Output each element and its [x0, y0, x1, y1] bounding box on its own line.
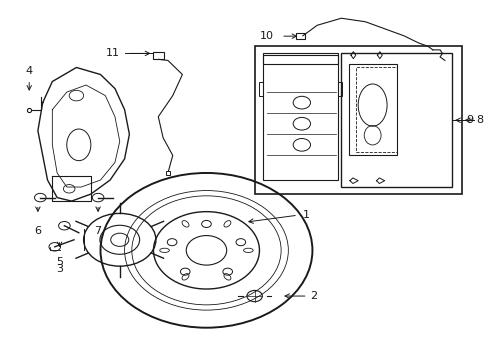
Bar [259, 81, 263, 96]
Bar [342, 53, 452, 187]
Text: 4: 4 [25, 66, 33, 76]
Text: 10: 10 [260, 31, 274, 41]
Text: 5: 5 [56, 257, 63, 267]
Text: 2: 2 [310, 291, 317, 301]
Text: 3: 3 [56, 264, 63, 274]
Text: 11: 11 [106, 48, 120, 58]
Bar [153, 51, 164, 59]
Bar [295, 33, 305, 39]
Bar [348, 64, 397, 156]
Text: 9: 9 [466, 115, 474, 125]
Text: 8: 8 [476, 115, 483, 125]
Bar [263, 55, 338, 64]
Text: 7: 7 [95, 226, 101, 236]
Bar [255, 46, 462, 194]
Bar [356, 67, 397, 152]
Bar [338, 81, 342, 96]
Bar [263, 53, 338, 180]
Text: 1: 1 [303, 210, 310, 220]
Text: 6: 6 [34, 226, 41, 236]
